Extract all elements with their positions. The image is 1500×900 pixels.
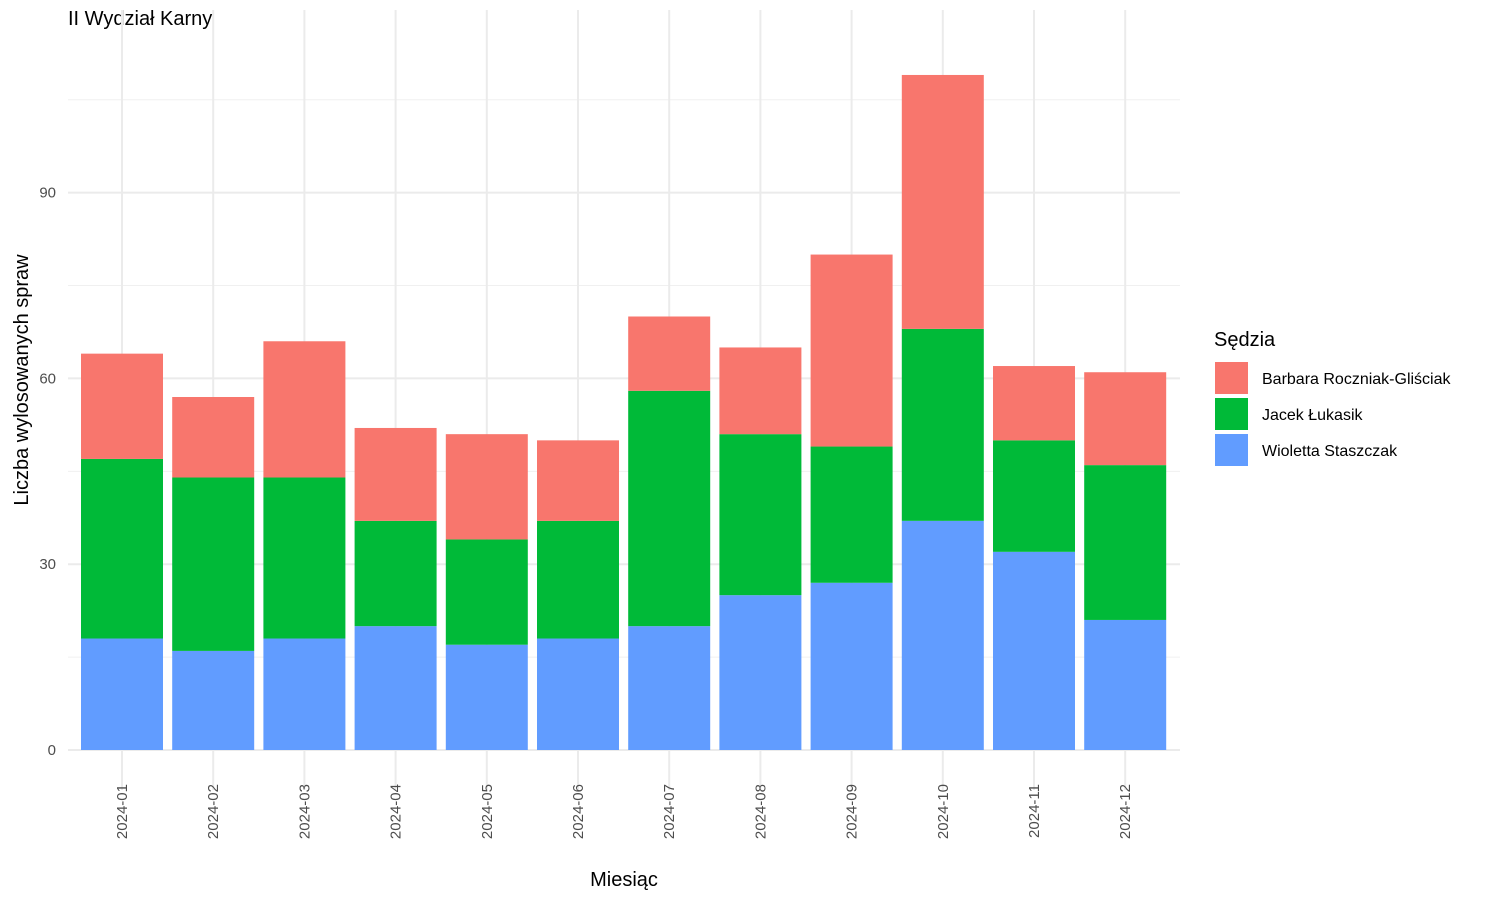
bar-segment — [901, 74, 984, 329]
bar-segment — [537, 440, 619, 521]
bar-segment — [81, 353, 163, 459]
y-tick-label: 30 — [39, 556, 56, 573]
bar-segment — [628, 390, 711, 627]
bar-segment — [81, 458, 163, 639]
legend-label: Barbara Roczniak-Gliściak — [1262, 371, 1452, 388]
y-tick-label: 60 — [39, 370, 56, 387]
bar-segment — [1084, 372, 1167, 466]
bar-segment — [172, 477, 255, 651]
bar-segment — [993, 551, 1075, 750]
bar-segment — [628, 626, 711, 750]
bar-segment — [354, 520, 437, 627]
x-tick-label: 2024-04 — [388, 784, 405, 839]
bar-segment — [537, 520, 619, 639]
bar-segment — [172, 650, 255, 750]
bar-segment — [719, 347, 802, 435]
bar-segment — [81, 638, 163, 750]
x-tick-label: 2024-10 — [935, 784, 952, 839]
x-tick-label: 2024-12 — [1117, 784, 1134, 839]
y-axis-title: Liczba wylosowanych spraw — [11, 254, 33, 506]
bar-segment — [719, 434, 802, 596]
legend-swatch — [1215, 434, 1248, 466]
legend-swatch — [1215, 362, 1248, 394]
bar-segment — [628, 316, 711, 391]
y-tick-label: 90 — [39, 185, 56, 202]
x-tick-label: 2024-05 — [479, 784, 496, 839]
x-tick-label: 2024-02 — [205, 784, 222, 839]
legend-label: Jacek Łukasik — [1262, 407, 1363, 424]
legend: Sędzia Barbara Roczniak-Gliściak Jacek Łu… — [1214, 329, 1452, 466]
legend-title: Sędzia — [1214, 329, 1276, 351]
x-tick-label: 2024-08 — [752, 784, 769, 839]
x-axis-ticks: 2024-01 2024-02 2024-03 2024-04 2024-05 2024-… — [114, 784, 1134, 839]
y-axis-ticks: 0 30 60 90 — [39, 185, 56, 759]
bar-segment — [263, 477, 346, 639]
bar-segment — [810, 254, 893, 447]
y-tick-label: 0 — [48, 742, 56, 759]
bar-segment — [537, 638, 619, 750]
bar-segment — [445, 644, 528, 750]
bar-segment — [901, 328, 984, 521]
legend-label: Wioletta Staszczak — [1262, 443, 1398, 460]
bars — [81, 74, 1167, 750]
x-axis-title: Miesiąc — [590, 869, 658, 891]
x-tick-label: 2024-06 — [570, 784, 587, 839]
bar-segment — [719, 595, 802, 750]
bar-segment — [810, 582, 893, 750]
bar-segment — [263, 341, 346, 478]
x-tick-label: 2024-11 — [1026, 784, 1043, 838]
bar-segment — [354, 427, 437, 521]
x-tick-label: 2024-07 — [661, 784, 678, 839]
legend-swatch — [1215, 398, 1248, 430]
bar-segment — [810, 446, 893, 583]
bar-segment — [1084, 465, 1167, 620]
x-tick-label: 2024-03 — [296, 784, 313, 839]
bar-segment — [993, 366, 1075, 441]
x-tick-label: 2024-01 — [114, 784, 131, 839]
bar-segment — [445, 539, 528, 645]
bar-segment — [172, 397, 255, 478]
bar-segment — [993, 440, 1075, 552]
bar-segment — [901, 520, 984, 750]
bar-segment — [263, 638, 346, 750]
bar-segment — [354, 626, 437, 750]
x-tick-label: 2024-09 — [844, 784, 861, 839]
bar-segment — [1084, 619, 1167, 750]
bar-segment — [445, 434, 528, 540]
chart-title: II Wydział Karny — [68, 8, 213, 30]
